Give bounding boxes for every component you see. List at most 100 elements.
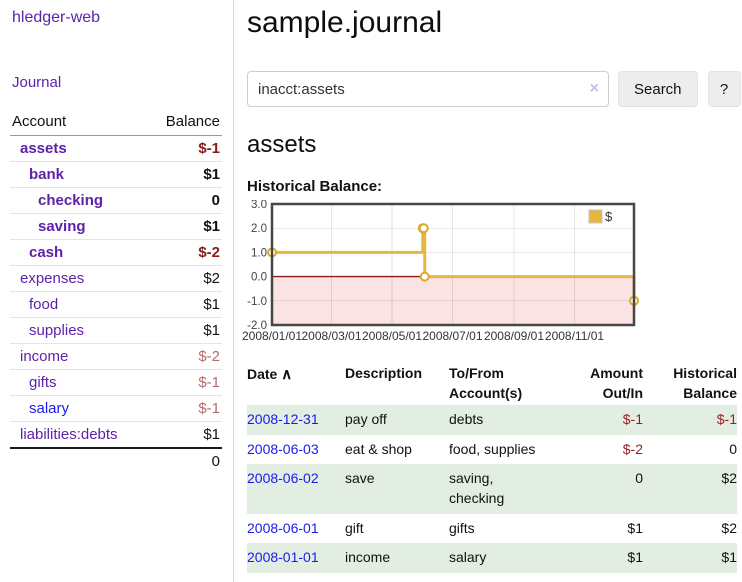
account-balance: 0 — [147, 187, 222, 214]
transaction-balance: $2 — [721, 470, 737, 487]
register-header-row: Date ∧ Description To/From Account(s) Am… — [247, 362, 737, 405]
transaction-row: 2008-01-01 income salary $1 $1 — [247, 543, 737, 573]
sidebar-item-journal[interactable]: Journal — [12, 74, 62, 91]
transaction-row: 2008-06-01 gift gifts $1 $2 — [247, 514, 737, 544]
sidebar: hledger-web Journal Account Balance asse… — [0, 0, 234, 582]
accounts-table-header: Account Balance — [10, 111, 222, 136]
account-balance: $-1 — [147, 369, 222, 396]
svg-text:2008/01/01: 2008/01/01 — [242, 329, 302, 343]
account-link[interactable]: food — [29, 296, 59, 313]
accounts-total-row: 0 — [10, 447, 222, 474]
account-link[interactable]: salary — [29, 400, 70, 417]
transaction-date-link[interactable]: 2008-01-01 — [247, 549, 319, 566]
account-link[interactable]: bank — [29, 166, 65, 183]
transaction-date-link[interactable]: 2008-06-03 — [247, 440, 319, 457]
account-balance: $1 — [147, 213, 222, 240]
search-input[interactable] — [247, 71, 609, 107]
transaction-description: gift — [345, 519, 364, 536]
app-brand-link[interactable]: hledger-web — [12, 9, 101, 26]
account-heading: assets — [247, 131, 317, 158]
account-row-bank: bank $1 — [10, 161, 222, 188]
account-row-checking: checking 0 — [10, 187, 222, 214]
account-link[interactable]: assets — [20, 140, 67, 157]
account-link[interactable]: liabilities:debts — [20, 426, 118, 443]
transaction-amount: 0 — [635, 470, 643, 487]
account-row-supplies: supplies $1 — [10, 317, 222, 344]
svg-text:$: $ — [605, 209, 613, 224]
register-table: Date ∧ Description To/From Account(s) Am… — [247, 362, 737, 573]
account-row-expenses: expenses $2 — [10, 265, 222, 292]
account-balance: $-2 — [147, 239, 222, 266]
account-row-assets: assets $-1 — [10, 135, 222, 162]
account-balance: $1 — [147, 421, 222, 449]
svg-text:1.0: 1.0 — [251, 247, 267, 259]
search-form: × Search ? — [247, 71, 742, 107]
transaction-balance: $1 — [721, 549, 737, 566]
svg-text:2.0: 2.0 — [251, 223, 267, 235]
column-header-date[interactable]: Date ∧ — [247, 366, 293, 383]
sort-ascending-icon: ∧ — [281, 366, 293, 383]
account-link[interactable]: saving — [38, 218, 86, 235]
account-row-income: income $-2 — [10, 343, 222, 370]
main-content: sample.journal × Search ? assets Histori… — [242, 0, 742, 573]
column-header-balance: Historical Balance — [673, 365, 737, 401]
transaction-description: pay off — [345, 411, 387, 428]
account-column-header: Account — [10, 111, 148, 136]
account-row-food: food $1 — [10, 291, 222, 318]
transaction-amount: $1 — [627, 549, 643, 566]
account-link[interactable]: checking — [38, 192, 104, 209]
transaction-description: save — [345, 470, 375, 487]
transaction-amount: $-1 — [622, 411, 643, 428]
search-help-button[interactable]: ? — [707, 71, 741, 107]
transaction-accounts: saving, checking — [449, 470, 505, 506]
transaction-amount: $-2 — [622, 440, 643, 457]
account-balance: $2 — [147, 265, 222, 292]
chart-title: Historical Balance: — [247, 178, 383, 195]
transaction-balance: $2 — [721, 519, 737, 536]
transaction-description: eat & shop — [345, 440, 412, 457]
account-link[interactable]: gifts — [29, 374, 57, 391]
account-row-liabilities-debts: liabilities:debts $1 — [10, 421, 222, 449]
transaction-date-link[interactable]: 2008-06-02 — [247, 470, 319, 487]
accounts-total-value: 0 — [147, 447, 222, 474]
svg-text:3.0: 3.0 — [251, 200, 267, 211]
transaction-accounts: gifts — [449, 519, 475, 536]
transaction-description: income — [345, 549, 391, 566]
page-title: sample.journal — [247, 6, 443, 39]
account-row-saving: saving $1 — [10, 213, 222, 240]
search-button[interactable]: Search — [618, 71, 698, 107]
transaction-date-link[interactable]: 2008-12-31 — [247, 411, 319, 428]
transaction-row: 2008-06-03 eat & shop food, supplies $-2 0 — [247, 435, 737, 465]
svg-text:2008/11/01: 2008/11/01 — [545, 329, 604, 343]
account-link[interactable]: income — [20, 348, 69, 365]
account-link[interactable]: expenses — [20, 270, 85, 287]
account-row-salary: salary $-1 — [10, 395, 222, 422]
account-link[interactable]: cash — [29, 244, 64, 261]
transaction-accounts: debts — [449, 411, 484, 428]
transaction-row: 2008-12-31 pay off debts $-1 $-1 — [247, 405, 737, 435]
account-link[interactable]: supplies — [29, 322, 85, 339]
svg-text:2008/09/01: 2008/09/01 — [484, 329, 544, 343]
account-row-cash: cash $-2 — [10, 239, 222, 266]
balance-column-header: Balance — [147, 111, 222, 136]
transaction-accounts: salary — [449, 549, 487, 566]
transaction-accounts: food, supplies — [449, 440, 536, 457]
historical-balance-chart: $3.0 2.0 1.0 0.0 -1.0 -2.0 2008/01/01 2008/03/0… — [239, 200, 742, 350]
column-header-accounts: To/From Account(s) — [449, 365, 523, 401]
clear-search-icon[interactable]: × — [589, 80, 599, 97]
transaction-row: 2008-06-02 save saving, checking 0 $2 — [247, 464, 737, 514]
svg-text:2008/07/01: 2008/07/01 — [422, 329, 482, 343]
accounts-table: Account Balance assets $-1 bank $1 checking 0… — [10, 111, 222, 474]
account-balance: $1 — [147, 291, 222, 318]
svg-text:2008/03/01: 2008/03/01 — [301, 329, 361, 343]
account-balance: $-1 — [147, 395, 222, 422]
svg-text:0.0: 0.0 — [251, 272, 267, 284]
svg-text:-2.0: -2.0 — [247, 320, 267, 332]
transaction-balance: $-1 — [716, 411, 737, 428]
transaction-date-link[interactable]: 2008-06-01 — [247, 519, 319, 536]
account-balance: $-2 — [147, 343, 222, 370]
account-balance: $1 — [147, 161, 222, 188]
transaction-balance: 0 — [729, 440, 737, 457]
column-header-amount: Amount Out/In — [590, 365, 643, 401]
column-header-description: Description — [345, 365, 423, 381]
